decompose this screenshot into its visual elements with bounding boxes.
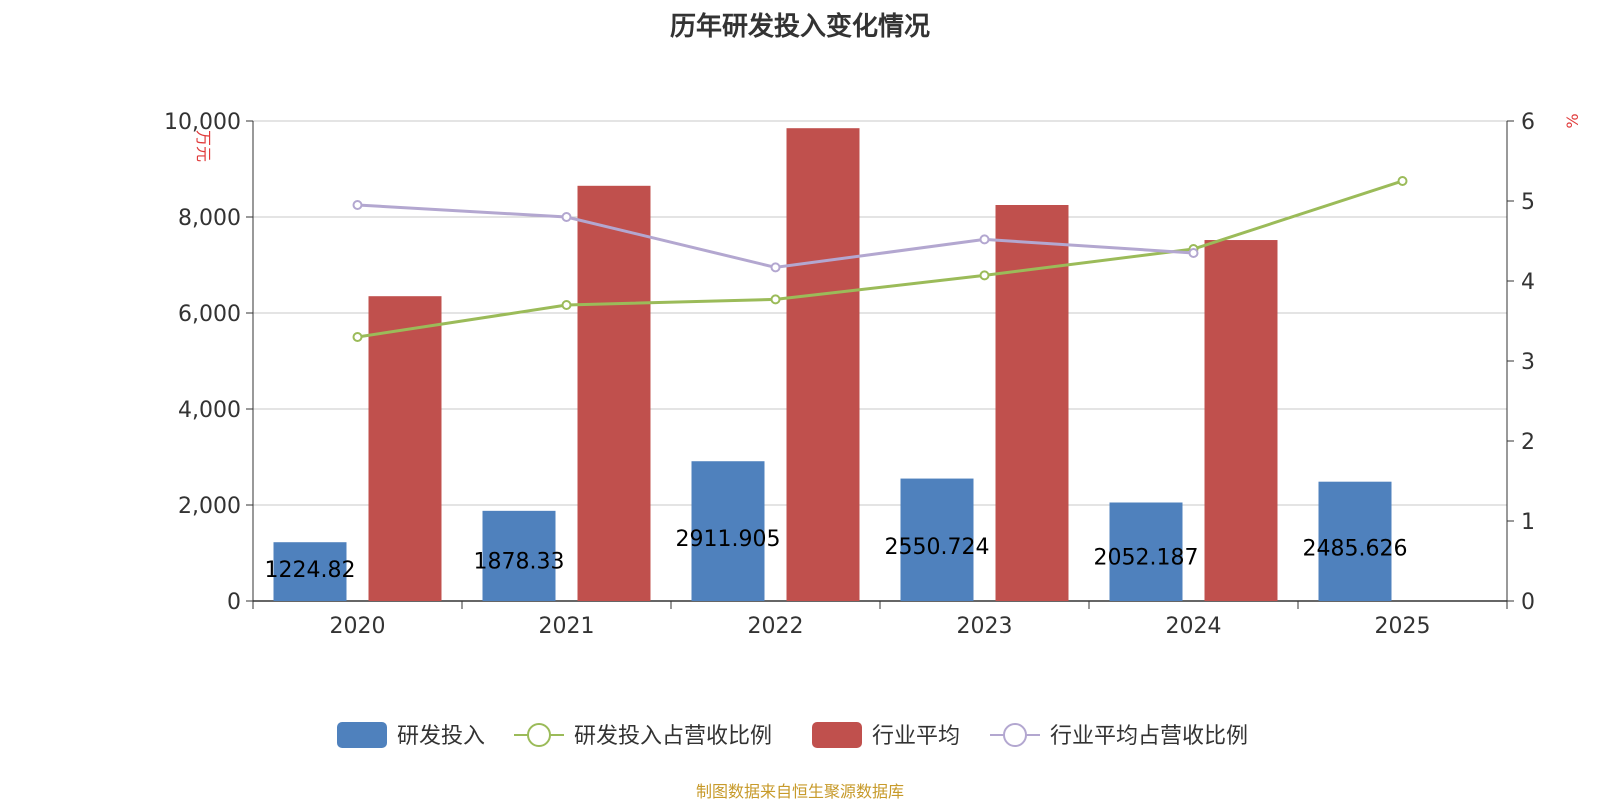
right-tick-label: 0 — [1521, 590, 1535, 615]
bar — [273, 542, 347, 601]
left-tick-label: 0 — [227, 590, 241, 615]
data-point — [770, 294, 781, 305]
bar — [786, 128, 860, 601]
bars — [273, 128, 1392, 602]
bar — [1109, 502, 1183, 601]
bar — [900, 478, 974, 601]
x-tick-label: 2024 — [1166, 614, 1222, 639]
legend-label: 研发投入 — [397, 724, 485, 749]
legend-label: 行业平均占营收比例 — [1050, 724, 1248, 749]
legend-swatch-marker — [527, 723, 551, 747]
bar — [577, 185, 651, 602]
bar — [995, 205, 1069, 601]
bar — [482, 510, 556, 601]
x-tick-label: 2022 — [748, 614, 804, 639]
legend-swatch — [337, 722, 387, 748]
legend-label: 研发投入占营收比例 — [574, 724, 772, 749]
right-tick-label: 3 — [1521, 350, 1535, 375]
grid-lines — [253, 120, 1507, 506]
data-label: 2052.187 — [1094, 546, 1199, 571]
data-point — [561, 212, 572, 222]
data-label: 2485.626 — [1303, 536, 1408, 561]
left-tick-label: 4,000 — [178, 398, 241, 423]
data-label: 2911.905 — [676, 527, 781, 552]
data-label: 1878.33 — [474, 549, 565, 574]
x-tick-label: 2025 — [1375, 614, 1431, 639]
axes: 0 2,000 4,000 6,000 8,000 10,000 0 1 2 3 4 5 6 万元% 202… — [164, 110, 1582, 639]
x-tick-label: 2020 — [330, 614, 386, 639]
data-label: 2550.724 — [885, 535, 990, 560]
legend-label: 行业平均 — [872, 724, 960, 749]
source-note: 制图数据来自恒生聚源数据库 — [695, 782, 904, 801]
data-point — [1188, 248, 1199, 258]
x-tick-label: 2021 — [539, 614, 595, 639]
chart-title: 历年研发投入变化情况 — [669, 12, 930, 42]
data-point — [1397, 176, 1408, 186]
data-point — [352, 332, 363, 342]
left-axis-unit: 万元 — [194, 130, 213, 162]
bar — [1204, 240, 1278, 602]
left-tick-label: 6,000 — [178, 302, 241, 327]
bar — [1318, 481, 1392, 601]
data-point — [770, 262, 781, 273]
right-tick-label: 1 — [1521, 510, 1535, 535]
lines — [352, 176, 1408, 342]
x-tick-label: 2023 — [957, 614, 1013, 639]
right-tick-label: 4 — [1521, 270, 1535, 295]
right-tick-label: 5 — [1521, 190, 1535, 215]
data-point — [979, 234, 990, 245]
right-axis-unit: % — [1563, 113, 1582, 128]
series-line — [357, 179, 1403, 339]
right-tick-label: 6 — [1521, 110, 1535, 135]
data-point — [352, 200, 363, 210]
legend-swatch-marker — [1003, 723, 1027, 747]
right-tick-label: 2 — [1521, 430, 1535, 455]
legend-swatch — [812, 722, 862, 748]
data-label: 1224.82 — [265, 558, 356, 583]
left-tick-label: 2,000 — [178, 494, 241, 519]
left-tick-label: 10,000 — [164, 110, 241, 135]
data-point — [979, 270, 990, 281]
bar — [368, 296, 442, 601]
data-point — [561, 300, 572, 310]
left-tick-label: 8,000 — [178, 206, 241, 231]
bar — [691, 461, 765, 601]
data-labels: 1224.82 1878.33 2911.905 2550.724 2052.187 24… — [265, 527, 1408, 583]
legend: 研发投入 研发投入占营收比例 行业平均 行业平均占营收比例 — [337, 722, 1248, 749]
